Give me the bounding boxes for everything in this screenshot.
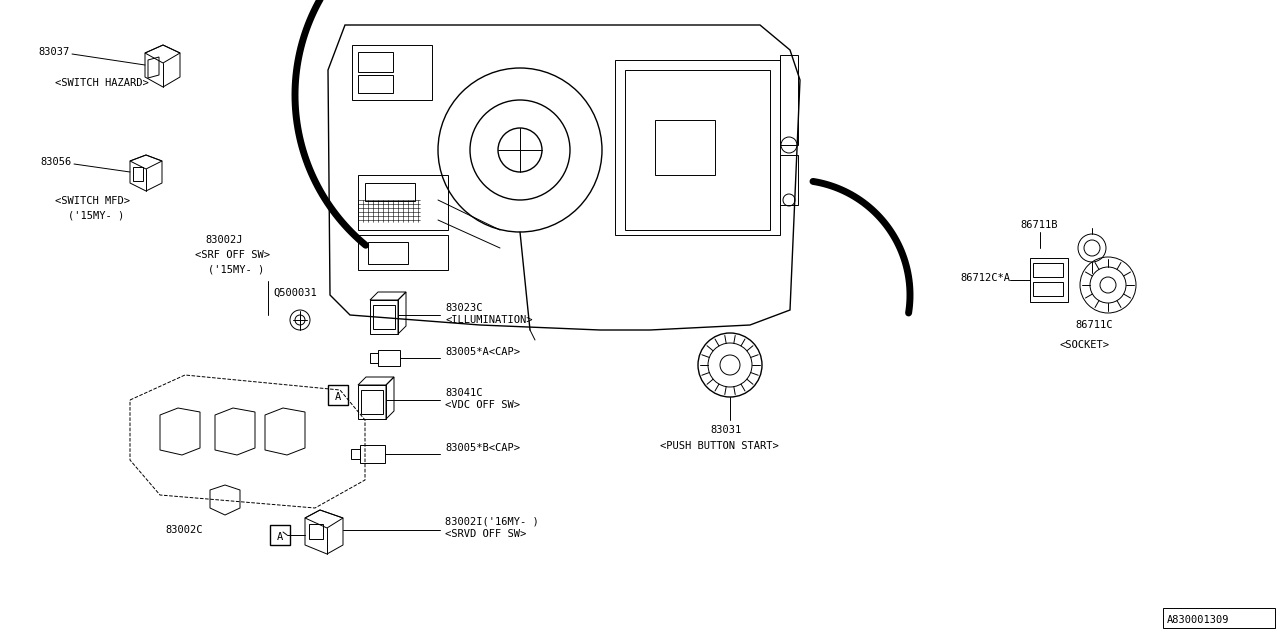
Text: 83037: 83037 [38,47,70,57]
Bar [625,70,771,230]
Text: 83031: 83031 [710,425,741,435]
Bar [361,390,383,414]
Text: <VDC OFF SW>: <VDC OFF SW> [445,400,520,410]
Bar [1033,263,1062,277]
Text: 83002C: 83002C [165,525,202,535]
Text: 83002J: 83002J [205,235,242,245]
Text: 83005*B<CAP>: 83005*B<CAP> [445,443,520,453]
Bar [369,242,408,264]
Text: 86711C: 86711C [1075,320,1112,330]
Bar [351,449,360,459]
Text: <ILLUMINATION>: <ILLUMINATION> [445,315,532,325]
Text: ('15MY- ): ('15MY- ) [207,264,264,274]
Bar [655,120,716,175]
Bar [352,45,433,100]
Text: ('15MY- ): ('15MY- ) [68,210,124,220]
Text: 83002I('16MY- ): 83002I('16MY- ) [445,517,539,527]
Bar [308,524,323,539]
Text: Q500031: Q500031 [273,288,317,298]
Text: <PUSH BUTTON START>: <PUSH BUTTON START> [660,441,778,451]
Bar [372,305,396,329]
Text: 83005*A<CAP>: 83005*A<CAP> [445,347,520,357]
Bar [358,52,393,72]
Bar [370,353,378,363]
Text: 83023C: 83023C [445,303,483,313]
Bar [365,183,415,201]
Text: <SOCKET>: <SOCKET> [1060,340,1110,350]
Text: A: A [335,392,342,402]
Bar [614,60,780,235]
Bar [1033,282,1062,296]
Bar [370,300,398,334]
Bar [1030,258,1068,302]
Bar [780,55,797,145]
Bar [270,525,291,545]
Text: <SWITCH HAZARD>: <SWITCH HAZARD> [55,78,148,88]
Text: 86711B: 86711B [1020,220,1057,230]
Bar [133,167,143,181]
Bar [358,175,448,230]
Bar [328,385,348,405]
Text: 86712C*A: 86712C*A [960,273,1010,283]
Text: <SWITCH MFD>: <SWITCH MFD> [55,196,131,206]
Bar [358,235,448,270]
Text: 83041C: 83041C [445,388,483,398]
Text: A: A [276,532,283,542]
Bar [780,155,797,205]
Text: <SRVD OFF SW>: <SRVD OFF SW> [445,529,526,539]
Text: <SRF OFF SW>: <SRF OFF SW> [195,250,270,260]
Text: 83056: 83056 [41,157,72,167]
Bar [358,385,387,419]
Bar [378,350,399,366]
Bar [358,75,393,93]
Bar [1164,608,1275,628]
Text: A830001309: A830001309 [1167,615,1230,625]
Bar [360,445,385,463]
